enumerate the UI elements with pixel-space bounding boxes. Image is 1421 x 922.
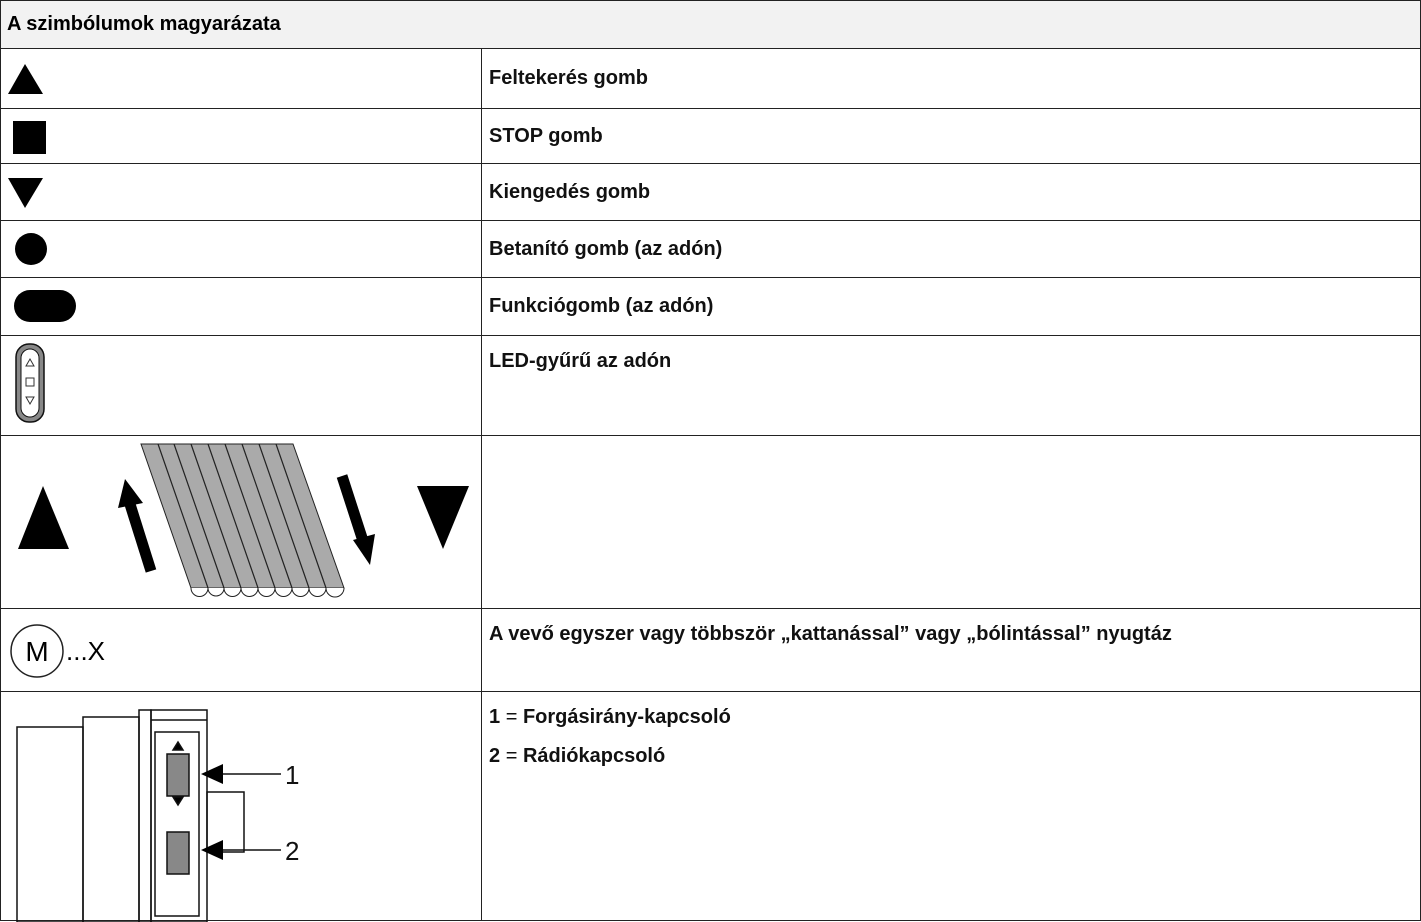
led-ring-icon xyxy=(15,343,45,423)
down-icon xyxy=(8,178,43,208)
callout-label: 2 xyxy=(285,836,299,866)
description: Kiengedés gomb xyxy=(481,163,1421,221)
icon-cell: 1 2 xyxy=(0,691,482,922)
function-icon xyxy=(14,290,76,322)
icon-cell xyxy=(0,277,482,336)
motor-icon: M ...X xyxy=(10,624,105,678)
up-icon xyxy=(8,64,43,94)
label: Rádiókapcsoló xyxy=(522,745,666,767)
icon-cell xyxy=(0,435,482,609)
icon-cell xyxy=(0,48,482,109)
description: Feltekerés gomb xyxy=(481,48,1421,109)
legend-line: 1 = Forgásirány-kapcsoló xyxy=(489,706,1420,729)
icon-cell xyxy=(0,335,482,436)
description: Funkciógomb (az adón) xyxy=(481,277,1421,336)
description: Betanító gomb (az adón) xyxy=(481,220,1421,278)
description: LED-gyűrű az adón xyxy=(481,335,1421,436)
icon-cell: M ...X xyxy=(0,608,482,692)
sep: = xyxy=(505,745,518,767)
legend-line: 2 = Rádiókapcsoló xyxy=(489,745,1420,768)
icon-cell xyxy=(0,108,482,164)
callout-label: 1 xyxy=(285,760,299,790)
icon-cell xyxy=(0,163,482,221)
stop-icon xyxy=(13,121,46,154)
shade-icon xyxy=(18,443,469,598)
icon-text: M xyxy=(25,636,48,667)
label: Forgásirány-kapcsoló xyxy=(522,706,731,728)
learn-icon xyxy=(15,233,47,265)
icon-suffix: ...X xyxy=(66,636,105,666)
description: 1 = Forgásirány-kapcsoló 2 = Rádiókapcso… xyxy=(481,691,1421,921)
sep: = xyxy=(505,706,518,728)
table-title: A szimbólumok magyarázata xyxy=(0,0,1421,49)
key: 1 xyxy=(489,706,501,728)
receiver-icon: 1 2 xyxy=(16,709,299,922)
icon-cell xyxy=(0,220,482,278)
description xyxy=(481,435,1421,609)
key: 2 xyxy=(489,745,501,767)
description: A vevő egyszer vagy többször „kattanássa… xyxy=(481,608,1421,692)
description: STOP gomb xyxy=(481,108,1421,164)
